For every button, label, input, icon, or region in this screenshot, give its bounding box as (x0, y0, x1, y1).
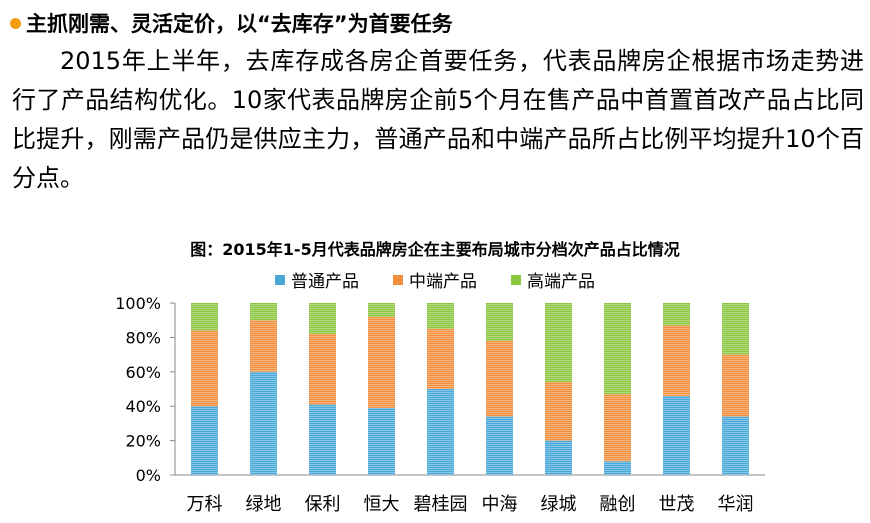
legend-swatch-standard (275, 274, 285, 285)
bar-segment-texture (722, 354, 749, 417)
body-paragraph: 2015年上半年，去库存成各房企首要任务，代表品牌房企根据市场走势进行了产品结构… (12, 47, 864, 192)
bar-segment-texture (604, 461, 631, 475)
bar-segment-texture (545, 382, 572, 441)
x-tick-label: 绿城 (541, 494, 577, 515)
bar-segment-texture (427, 389, 454, 475)
legend-item-mid: 中端产品 (393, 267, 477, 292)
x-tick-label: 万科 (187, 494, 223, 515)
y-tick-label: 60% (125, 363, 161, 382)
bar-segment-texture (722, 416, 749, 475)
bar-segment-texture (309, 303, 336, 334)
x-tick-label: 绿地 (246, 494, 282, 515)
bar-segment-texture (309, 404, 336, 475)
section-heading: 主抓刚需、灵活定价，以“去库存”为首要任务 (10, 8, 453, 38)
legend-item-standard: 普通产品 (275, 267, 359, 292)
bar-segment-texture (486, 340, 513, 417)
x-tick-label: 融创 (600, 494, 636, 515)
bar-segment-texture (427, 328, 454, 389)
x-tick-label: 碧桂园 (414, 494, 468, 515)
legend-label-standard: 普通产品 (291, 272, 359, 292)
bar-segment-texture (604, 394, 631, 462)
y-tick-label: 40% (125, 397, 161, 416)
bar-segment-texture (486, 303, 513, 341)
bar-segment-texture (545, 440, 572, 475)
chart-legend: 普通产品 中端产品 高端产品 (0, 267, 870, 292)
bar-segment-texture (722, 303, 749, 355)
bar-segment-texture (309, 333, 336, 405)
x-tick-label: 恒大 (364, 494, 400, 515)
bar-segment-texture (663, 303, 690, 326)
bar-segment-texture (191, 303, 218, 331)
bar-segment-texture (250, 303, 277, 321)
legend-swatch-mid (393, 274, 403, 285)
bar-segment-texture (191, 330, 218, 407)
stacked-bar-chart: 0% 20% 40% 60% 80% 100% 万科 绿地 保利 恒大 碧桂园 中海 绿城 融创 世茂 华润 (115, 294, 765, 515)
x-tick-label: 华润 (718, 494, 754, 515)
x-tick-label: 中海 (482, 494, 518, 515)
section-heading-text: 主抓刚需、灵活定价，以“去库存”为首要任务 (26, 12, 453, 36)
bar-segment-texture (368, 303, 395, 317)
y-tick-label: 100% (115, 294, 161, 313)
legend-label-mid: 中端产品 (409, 272, 477, 292)
chart-title: 图：2015年1-5月代表品牌房企在主要布局城市分档次产品占比情况 (190, 240, 680, 259)
y-tick-label: 0% (136, 466, 161, 485)
bar-segment-texture (604, 303, 631, 395)
bar-segment-texture (368, 316, 395, 408)
y-tick-label: 80% (125, 328, 161, 347)
legend-swatch-high (511, 274, 521, 285)
bar-segment-texture (191, 406, 218, 475)
legend-item-high: 高端产品 (511, 267, 595, 292)
bar-segment-texture (368, 407, 395, 475)
bar-segment-texture (427, 303, 454, 329)
bar-segment-texture (250, 371, 277, 475)
legend-label-high: 高端产品 (527, 272, 595, 292)
bar-segment-texture (486, 416, 513, 475)
bar-segment-texture (663, 325, 690, 396)
x-tick-label: 保利 (305, 494, 341, 515)
x-tick-label: 世茂 (659, 494, 695, 515)
y-tick-label: 20% (125, 432, 161, 451)
bar-segment-texture (545, 303, 572, 383)
bar-segment-texture (663, 395, 690, 475)
bullet-dot-icon (10, 17, 21, 29)
bar-segment-texture (250, 320, 277, 372)
